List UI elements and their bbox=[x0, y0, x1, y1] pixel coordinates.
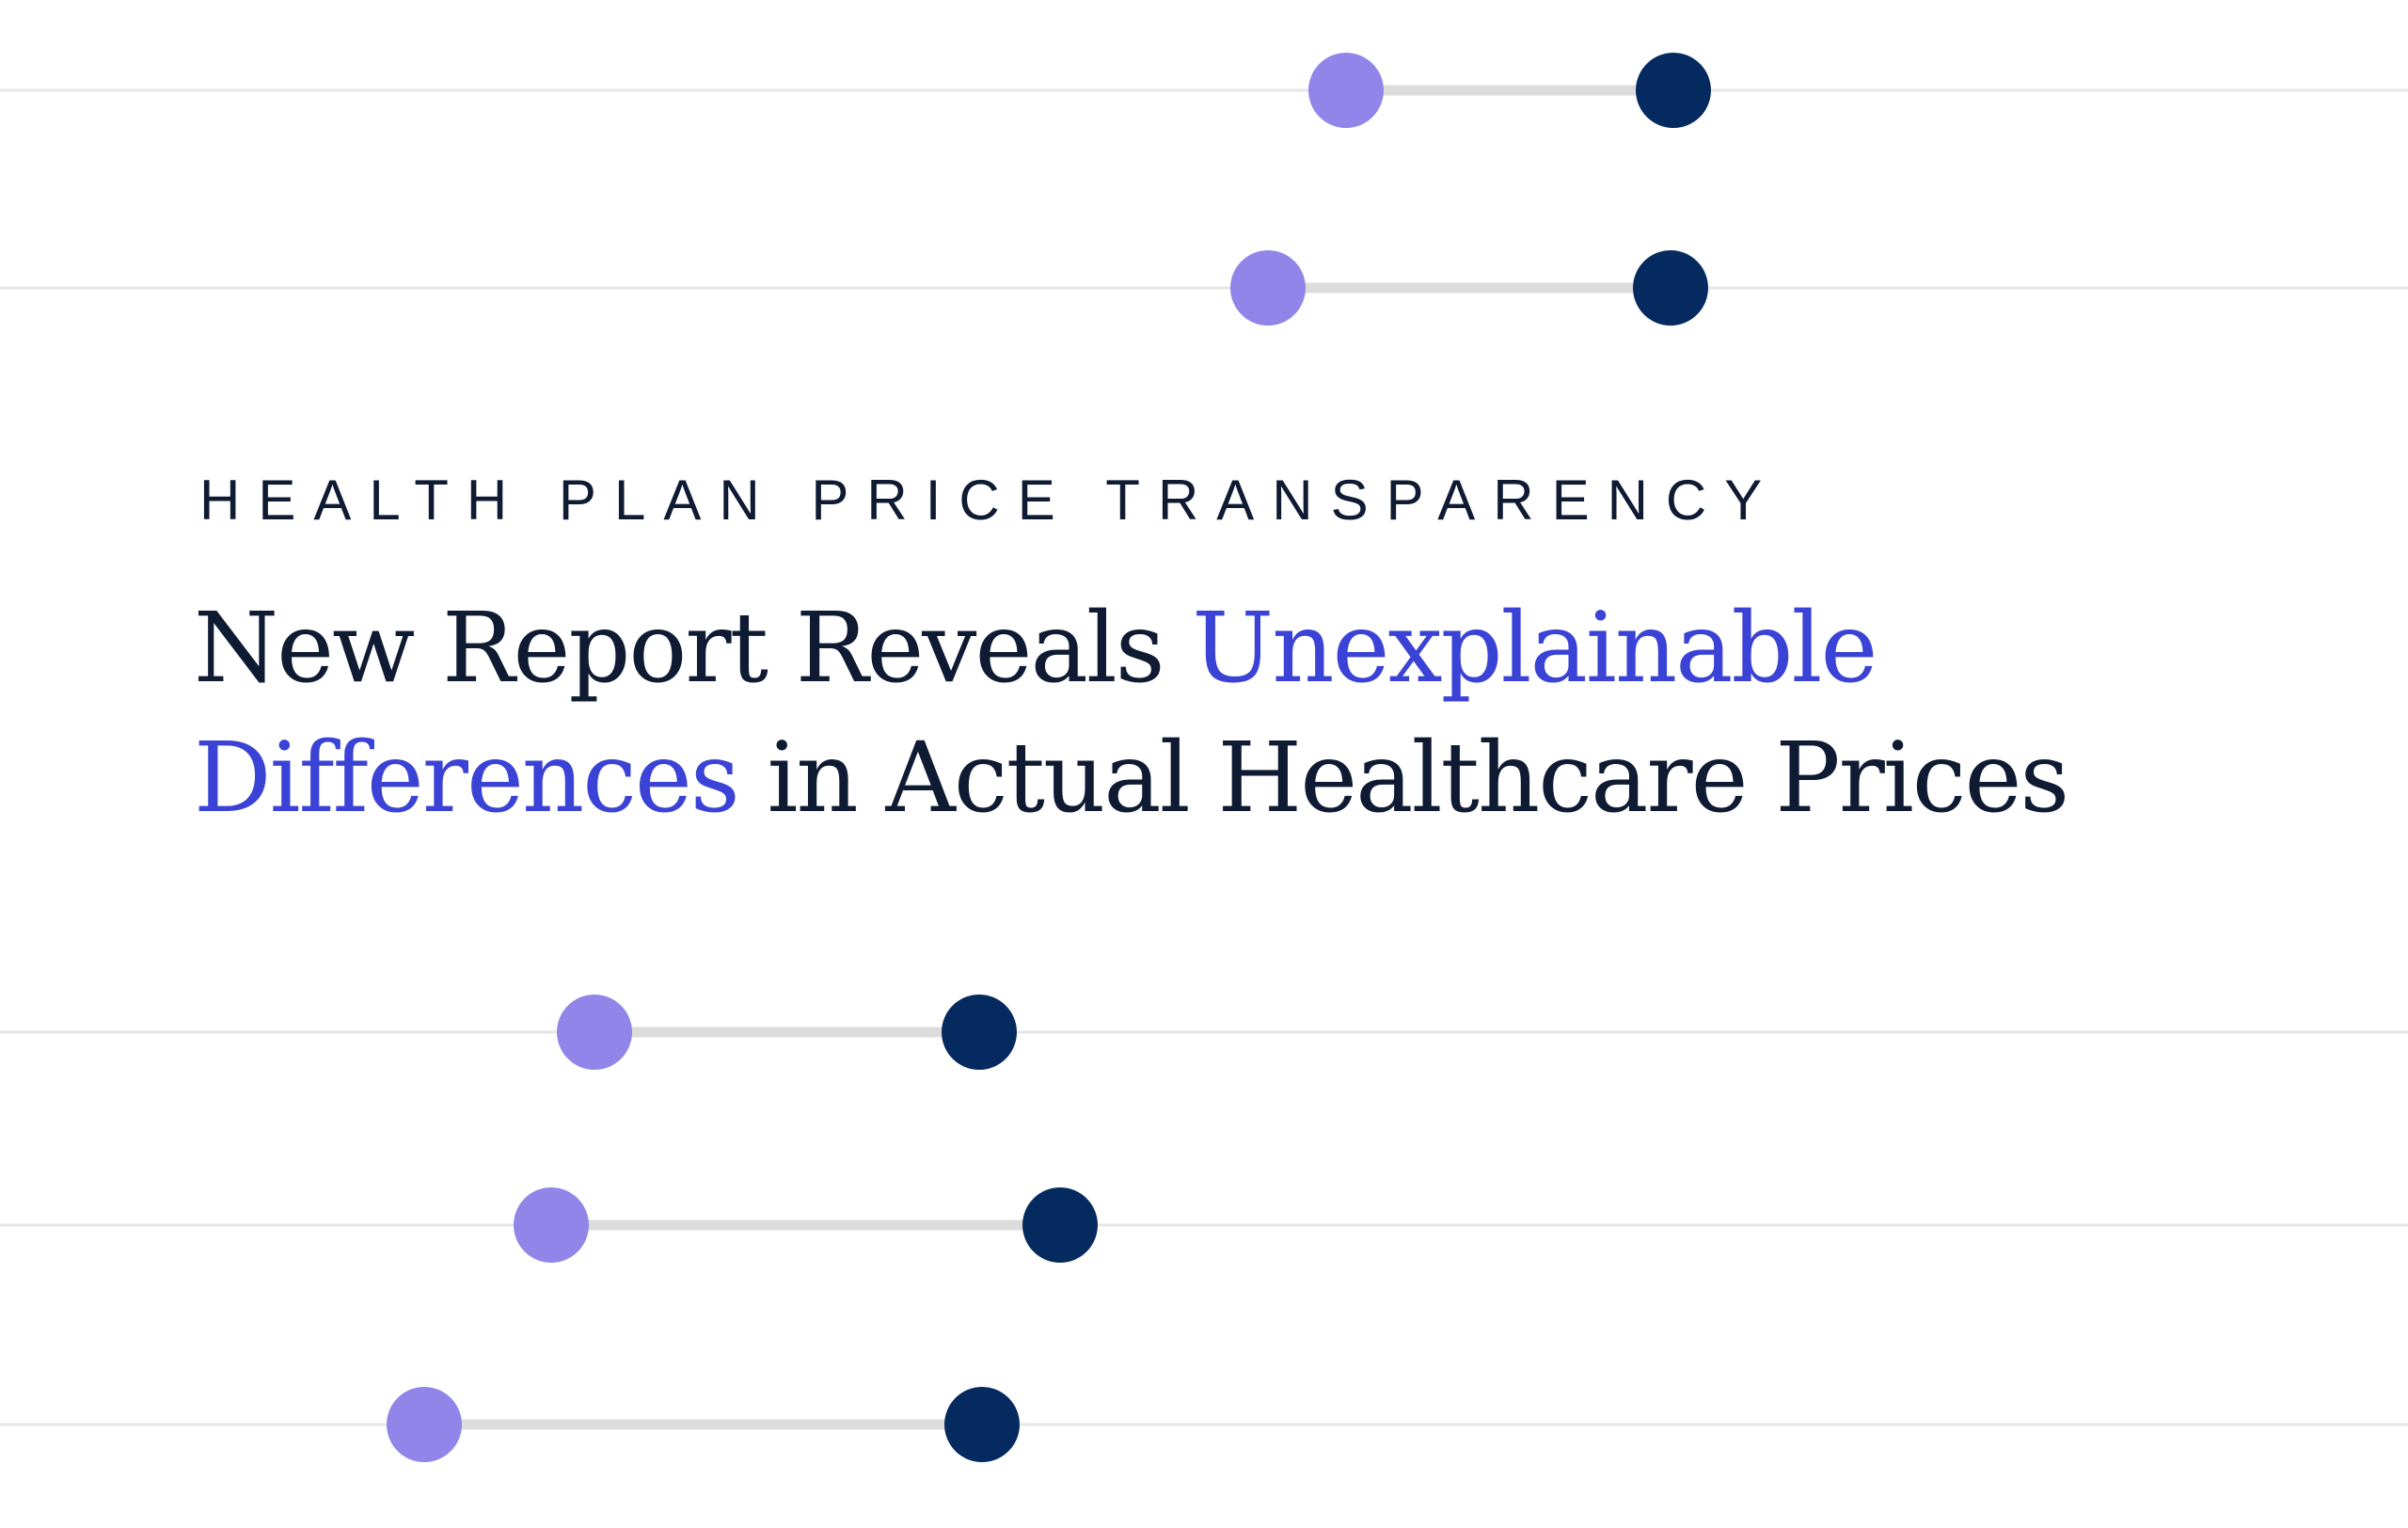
headline-line-1: New Report Reveals Unexplainable bbox=[194, 583, 2067, 713]
dumbbell-dot-low bbox=[557, 995, 632, 1070]
headline: New Report Reveals Unexplainable Differe… bbox=[194, 583, 2069, 843]
headline-text: New Report Reveals bbox=[194, 592, 1193, 705]
headline-line-2: Differences in Actual Healthcare Prices bbox=[194, 713, 2069, 843]
headline-accent-text: Unexplainable bbox=[1192, 592, 1877, 705]
dumbbell-dot-high bbox=[942, 995, 1017, 1070]
dumbbell-dot-low bbox=[1230, 250, 1306, 326]
dumbbell-dot-low bbox=[514, 1187, 589, 1263]
dumbbell-dot-low bbox=[1308, 53, 1384, 128]
dumbbell-dot-low bbox=[387, 1387, 462, 1462]
dumbbell-dot-high bbox=[944, 1387, 1020, 1462]
headline-text: in Actual Healthcare Prices bbox=[737, 722, 2069, 835]
headline-accent-text: Differences bbox=[194, 722, 740, 835]
eyebrow-label: HEALTH PLAN PRICE TRANSPARENCY bbox=[199, 469, 1781, 532]
dumbbell-dot-high bbox=[1636, 53, 1711, 128]
dumbbell-dot-high bbox=[1633, 250, 1708, 326]
dumbbell-dot-high bbox=[1022, 1187, 1098, 1263]
